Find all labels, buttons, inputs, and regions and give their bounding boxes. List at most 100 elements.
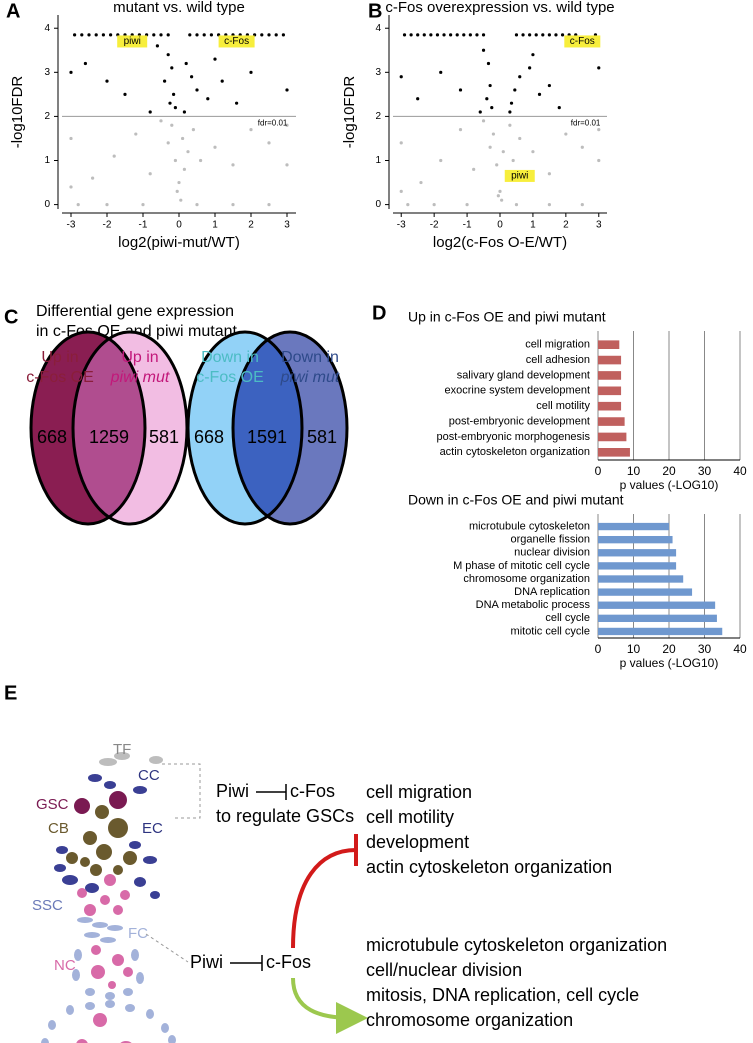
point <box>435 33 440 37</box>
point <box>547 172 551 176</box>
x-tick-label: 20 <box>662 642 676 656</box>
point <box>76 202 80 207</box>
y-tick-label: 0 <box>375 199 381 210</box>
point <box>442 33 446 37</box>
point <box>511 158 515 163</box>
chart-title: c-Fos overexpression vs. wild type <box>385 0 614 16</box>
venn-label: c-Fos OE <box>196 369 264 386</box>
germarium: TF CC GSC CB EC SSC FC NC Piwi c-Fos to … <box>32 741 667 1043</box>
y-tick-label: 4 <box>44 23 50 34</box>
point <box>179 198 183 202</box>
venn-outline <box>29 330 147 526</box>
x-tick-label: -1 <box>463 220 472 231</box>
point <box>528 33 532 37</box>
bar <box>598 448 630 457</box>
x-tick-label: 0 <box>176 220 182 231</box>
point <box>534 33 538 37</box>
point <box>285 163 289 167</box>
point <box>274 33 278 37</box>
category-label: cell adhesion <box>526 354 590 366</box>
point <box>496 194 500 198</box>
point <box>465 202 469 207</box>
point <box>514 202 519 207</box>
point <box>580 145 584 149</box>
point <box>181 136 185 141</box>
category-label: microtubule cytoskeleton <box>469 520 590 532</box>
venn-label: Down in <box>281 349 339 366</box>
point <box>528 66 532 70</box>
point <box>531 53 535 57</box>
activated-term: mitosis, DNA replication, cell cycle <box>366 985 639 1005</box>
venn-outline <box>186 330 304 526</box>
venn-label: piwi mut <box>280 369 340 386</box>
repressed-term: actin cytoskeleton organization <box>366 857 612 877</box>
point <box>188 33 192 37</box>
x-tick-label: 10 <box>627 464 641 478</box>
highlight <box>218 35 255 48</box>
point <box>597 128 601 132</box>
point <box>155 44 159 48</box>
cell-label: CC <box>138 767 160 784</box>
point <box>249 128 253 132</box>
point <box>148 172 152 176</box>
point <box>134 132 138 136</box>
venn-label: piwi mut <box>110 369 170 386</box>
venn-overlap <box>73 332 145 524</box>
venn-label: Up in <box>121 349 158 366</box>
point <box>177 180 181 185</box>
venn-count: 581 <box>149 427 179 447</box>
x-tick-label: 10 <box>627 642 641 656</box>
panel-label: A <box>6 0 20 22</box>
point <box>109 33 113 37</box>
venn-count: 581 <box>307 427 337 447</box>
point <box>260 33 264 37</box>
point <box>123 92 127 96</box>
panel-label: E <box>4 682 17 704</box>
point <box>69 70 73 74</box>
point <box>170 123 174 127</box>
x-tick-label: 30 <box>698 464 712 478</box>
panel-label: B <box>368 0 382 22</box>
chart-title: mutant vs. wild type <box>113 0 245 16</box>
venn-count: 1259 <box>89 427 129 447</box>
annotation: c-Fos <box>224 36 249 47</box>
chart-title: Up in c-Fos OE and piwi mutant <box>408 309 606 325</box>
point <box>481 48 486 52</box>
point <box>597 66 601 70</box>
point <box>190 75 194 79</box>
venn-count: 668 <box>194 427 224 447</box>
point <box>73 33 77 37</box>
point <box>416 97 420 101</box>
x-tick-label: 40 <box>733 464 747 478</box>
point <box>184 61 188 66</box>
point <box>267 141 271 145</box>
point <box>486 61 491 66</box>
category-label: organelle fission <box>511 534 591 546</box>
point <box>521 33 525 37</box>
annotation: piwi <box>511 171 528 182</box>
cell-label: SSC <box>32 897 63 914</box>
x-tick-label: 1 <box>530 220 536 231</box>
point <box>195 33 199 37</box>
bar <box>598 575 684 583</box>
repressed-term: cell motility <box>366 807 454 827</box>
point <box>91 176 95 180</box>
point <box>458 128 463 132</box>
bar <box>598 432 627 442</box>
point <box>455 33 459 37</box>
point <box>419 180 423 185</box>
point <box>105 79 109 83</box>
point <box>285 88 289 92</box>
point <box>514 33 519 37</box>
point <box>468 33 472 37</box>
panel-label: C <box>4 306 18 328</box>
point <box>159 119 163 123</box>
threshold-label: fdr=0.01 <box>258 119 288 128</box>
activated-term: microtubule cytoskeleton organization <box>366 935 667 955</box>
point <box>490 105 494 110</box>
point <box>518 75 522 79</box>
category-label: nuclear division <box>514 547 590 559</box>
point <box>402 33 407 37</box>
point <box>547 83 551 88</box>
cell-label: EC <box>142 820 163 837</box>
